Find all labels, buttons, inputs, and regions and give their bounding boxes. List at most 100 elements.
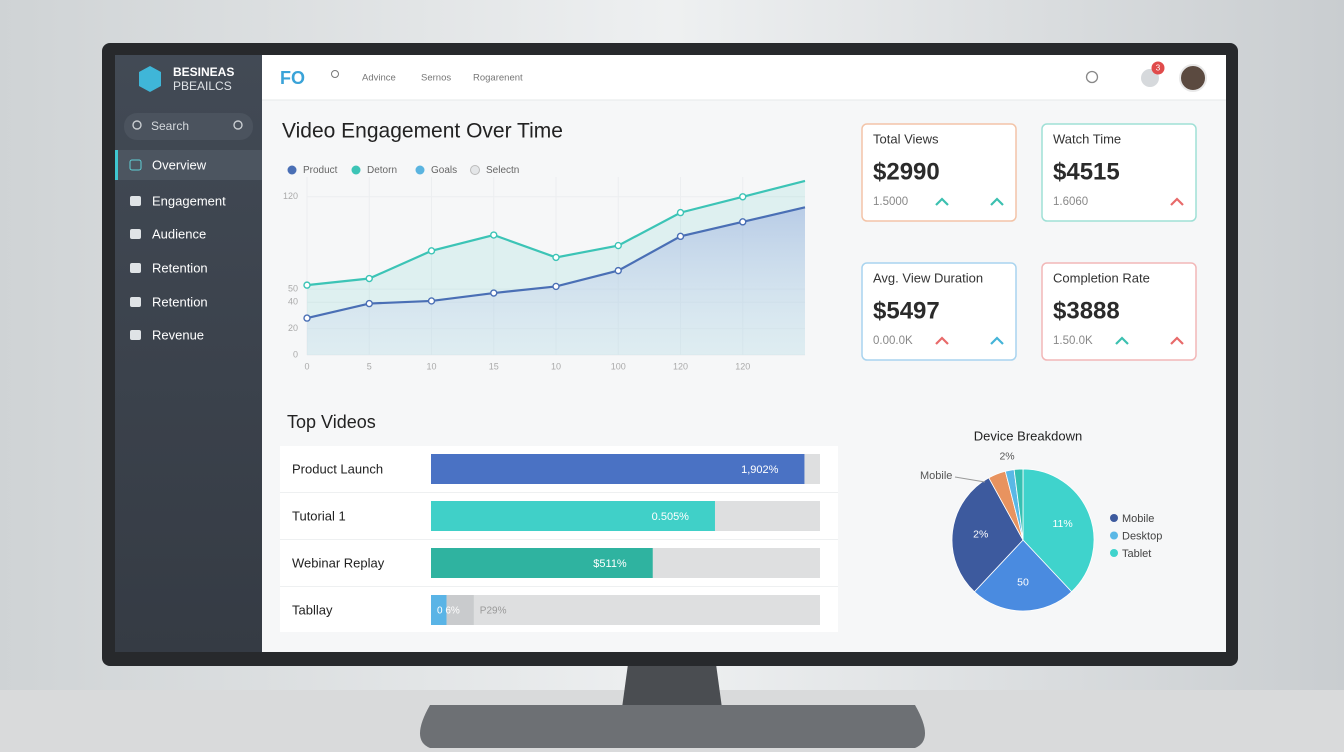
pie-slice — [1022, 468, 1095, 593]
chart-title: Video Engagement Over Time — [282, 120, 563, 143]
bar-secondary — [446, 595, 474, 625]
kpi-title: Watch Time — [1053, 131, 1121, 146]
category-label: Tabllay — [292, 602, 333, 617]
y-tick-label: 120 — [283, 191, 298, 201]
callout-line — [954, 476, 986, 483]
legend-label: Mobile — [1122, 513, 1154, 525]
stand-base — [420, 705, 925, 748]
data-point — [614, 241, 622, 250]
nav-item[interactable]: Overview — [152, 157, 207, 172]
bar-value-label: 1,902% — [741, 464, 779, 476]
data-point — [427, 297, 436, 305]
top-link[interactable]: Advince — [362, 73, 396, 84]
nav-item[interactable]: Engagement — [152, 193, 226, 208]
bar-value-label: $511% — [593, 558, 627, 570]
trend-arrow — [1170, 197, 1184, 206]
brand-sub: PBEAILCS — [173, 79, 232, 93]
nav-icon — [130, 263, 141, 273]
slice-label: 11% — [1052, 518, 1072, 530]
kpi-sub: 1.6060 — [1053, 196, 1088, 208]
avatar[interactable] — [1179, 64, 1207, 92]
y-tick-label: 20 — [288, 323, 298, 333]
brand-name: BESINEAS — [173, 65, 234, 79]
bar-value-label: 0 6% — [437, 606, 460, 617]
brand-icon — [139, 66, 161, 92]
data-point — [676, 232, 685, 241]
x-tick-label: 100 — [611, 361, 626, 371]
bar-value-label: 0.505% — [652, 511, 690, 523]
category-label: Tutorial 1 — [292, 508, 346, 523]
legend-label: Detorn — [367, 165, 397, 176]
bar — [431, 501, 715, 531]
legend-label: Selectn — [486, 165, 519, 176]
legend-swatch — [351, 165, 361, 175]
nav-item[interactable]: Revenue — [152, 327, 204, 342]
nav-item[interactable]: Audience — [152, 226, 206, 241]
top-link[interactable]: Sernos — [421, 73, 451, 84]
category-label: Product Launch — [292, 461, 383, 476]
user-icon — [331, 70, 339, 78]
bell-icon[interactable] — [1141, 69, 1159, 87]
trend-arrow — [990, 336, 1004, 345]
bar-secondary-label: P29% — [480, 606, 507, 617]
bar-track — [431, 595, 820, 625]
legend-swatch — [1110, 514, 1118, 522]
kpi-title: Completion Rate — [1053, 270, 1150, 285]
trend-arrow — [1115, 336, 1129, 345]
data-point — [490, 289, 498, 297]
stand-neck — [622, 664, 722, 708]
top-bar — [262, 55, 1226, 100]
data-point — [552, 282, 560, 291]
kpi-value: $5497 — [873, 297, 940, 324]
kpi-value: $4515 — [1053, 158, 1120, 185]
bar — [431, 454, 805, 484]
y-tick-label: 40 — [288, 297, 298, 307]
kpi-title: Avg. View Duration — [873, 270, 983, 285]
trend-arrow — [1170, 336, 1184, 345]
settings-icon[interactable] — [1085, 70, 1099, 84]
sidebar — [115, 55, 262, 652]
nav-icon — [130, 297, 141, 307]
legend-swatch — [415, 165, 425, 175]
slice-label: 50 — [1017, 576, 1029, 588]
search-placeholder: Search — [151, 119, 189, 133]
data-point — [739, 218, 747, 226]
nav-item[interactable]: Retention — [152, 260, 208, 275]
badge-count: 3 — [1156, 64, 1161, 73]
bar — [431, 595, 447, 625]
legend-swatch — [1110, 549, 1118, 557]
nav-active-bar — [115, 150, 118, 180]
slice-label: 2% — [973, 528, 988, 540]
nav-icon — [130, 229, 141, 239]
legend-label: Tablet — [1122, 548, 1151, 560]
x-tick-label: 10 — [426, 361, 436, 371]
data-point — [303, 314, 311, 322]
nav-active — [115, 150, 262, 180]
x-tick-label: 0 — [304, 361, 309, 371]
kpi-card — [861, 123, 1017, 222]
trend-arrow — [935, 336, 949, 345]
search-box[interactable] — [124, 113, 253, 140]
pie-slice — [973, 539, 1073, 612]
data-point — [365, 299, 373, 308]
kpi-sub: 1.5000 — [873, 196, 908, 208]
callout-label: Mobile — [920, 470, 952, 482]
kpi-value: $2990 — [873, 158, 940, 185]
top-link[interactable]: Rogarenent — [473, 73, 523, 84]
x-tick-label: 120 — [735, 361, 750, 371]
trend-arrow — [990, 197, 1004, 206]
chart-title: Device Breakdown — [974, 428, 1082, 443]
data-point — [739, 193, 747, 201]
data-point — [427, 247, 436, 255]
slice-label: 2% — [999, 450, 1014, 462]
category-label: Webinar Replay — [292, 555, 385, 570]
kpi-card — [1041, 123, 1197, 222]
series-area — [307, 207, 805, 355]
badge — [1151, 61, 1165, 75]
data-point — [303, 281, 311, 289]
nav-item[interactable]: Retention — [152, 294, 208, 309]
x-tick-label: 10 — [551, 361, 561, 371]
logo: FO — [280, 68, 305, 88]
nav-icon — [130, 196, 141, 206]
